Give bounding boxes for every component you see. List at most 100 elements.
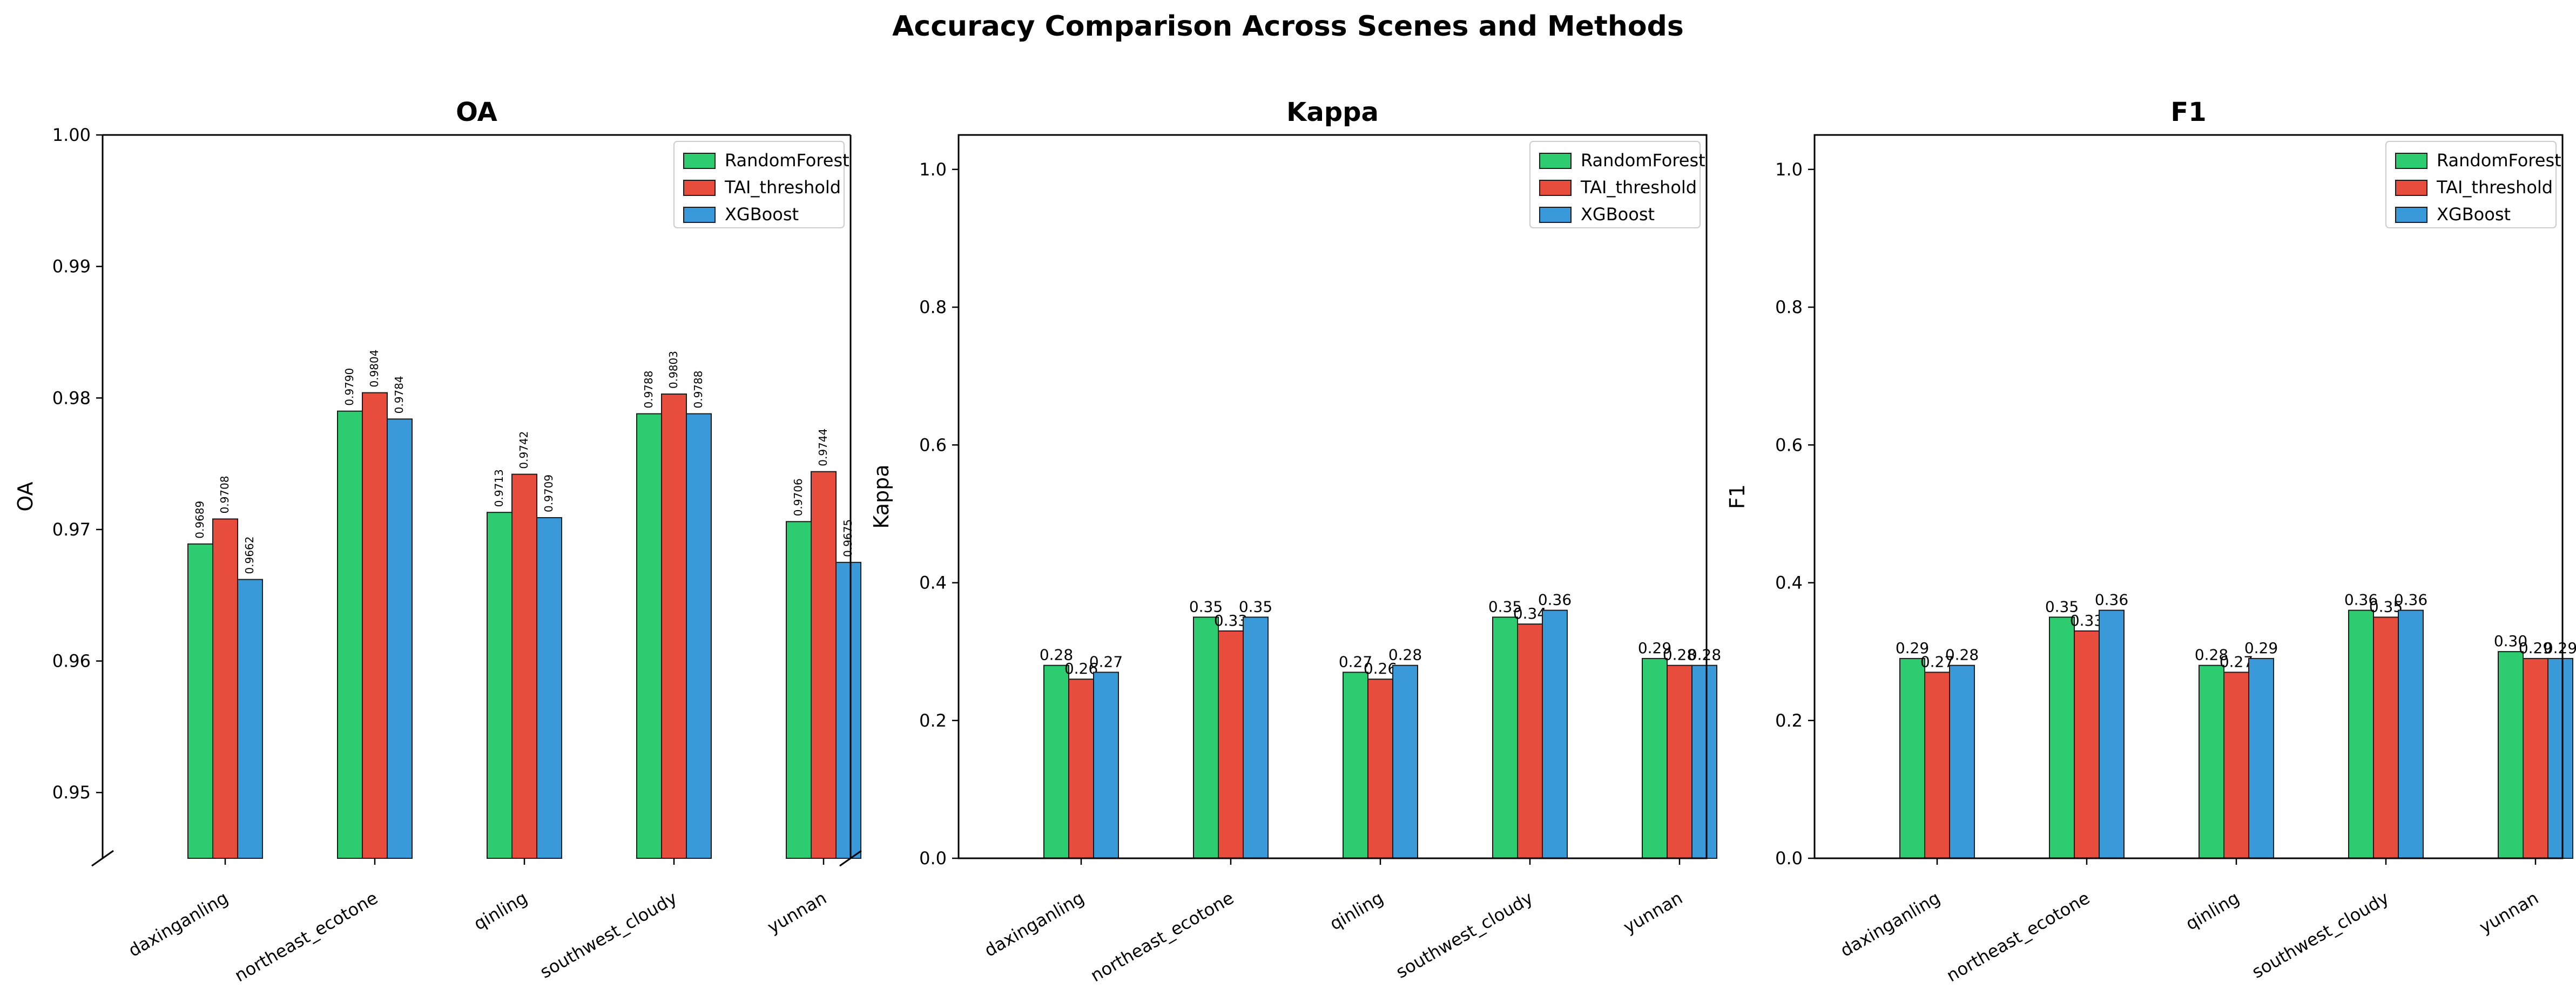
legend-swatch-RandomForest xyxy=(683,153,716,169)
bar-yunnan-TAI_threshold xyxy=(1667,664,1692,859)
bar-northeast_ecotone-RandomForest xyxy=(337,410,363,859)
data-label-yunnan-XGBoost: 0.9675 xyxy=(841,519,854,557)
panel-title: F1 xyxy=(2170,97,2206,127)
bar-yunnan-RandomForest xyxy=(1642,657,1668,859)
data-label-yunnan-RandomForest: 0.29 xyxy=(1638,639,1671,657)
data-label-qinling-RandomForest: 0.9713 xyxy=(493,469,505,507)
bar-daxinganling-TAI_threshold xyxy=(1068,679,1094,859)
data-label-yunnan-RandomForest: 0.9706 xyxy=(792,478,805,516)
y-tick-label: 0.2 xyxy=(1775,710,1803,731)
chart-panels: 0.9689 0.9708 0.9662 daxinganling 0.9790 0.98… xyxy=(14,97,2576,986)
y-axis-label: Kappa xyxy=(869,464,893,528)
x-tick-label-daxinganling: daxinganling xyxy=(1837,887,1944,961)
legend-swatch-TAI_threshold xyxy=(2395,180,2427,196)
legend-label-RandomForest: RandomForest xyxy=(2437,150,2561,171)
bar-daxinganling-RandomForest xyxy=(1043,664,1069,859)
bar-southwest_cloudy-XGBoost xyxy=(1542,609,1568,859)
bar-northeast_ecotone-RandomForest xyxy=(1193,616,1219,859)
chart-panel-kappa: 0.280.260.27daxinganling0.350.330.35nort… xyxy=(869,97,1721,986)
y-tick-label: 1.00 xyxy=(52,125,91,145)
x-tick-label-qinling: qinling xyxy=(470,887,531,934)
data-label-northeast_ecotone-RandomForest: 0.35 xyxy=(2045,598,2079,615)
legend-box xyxy=(1529,141,1701,228)
data-label-daxinganling-TAI_threshold: 0.9708 xyxy=(218,476,231,513)
data-label-northeast_ecotone-TAI_threshold: 0.9804 xyxy=(368,350,381,388)
bar-northeast_ecotone-TAI_threshold xyxy=(362,392,388,859)
bar-southwest_cloudy-RandomForest xyxy=(2348,609,2374,859)
x-tick-label-qinling: qinling xyxy=(1326,887,1387,934)
y-tick-label: 0.2 xyxy=(919,710,947,731)
x-tick-label-yunnan: yunnan xyxy=(2476,887,2542,938)
bar-yunnan-XGBoost xyxy=(835,561,861,859)
legend-label-TAI_threshold: TAI_threshold xyxy=(1580,177,1697,198)
bar-qinling-TAI_threshold xyxy=(1367,679,1393,859)
legend-label-TAI_threshold: TAI_threshold xyxy=(2436,177,2553,198)
x-tick-label-daxinganling: daxinganling xyxy=(981,887,1088,961)
bar-northeast_ecotone-XGBoost xyxy=(2099,609,2125,859)
bar-daxinganling-TAI_threshold xyxy=(1924,672,1950,859)
bar-qinling-TAI_threshold xyxy=(511,473,537,859)
axes-frame xyxy=(1813,134,2564,859)
x-tick-label-yunnan: yunnan xyxy=(1620,887,1686,938)
data-label-southwest_cloudy-XGBoost: 0.36 xyxy=(2394,591,2427,609)
data-label-southwest_cloudy-RandomForest: 0.36 xyxy=(2344,591,2378,609)
x-tick-label-northeast_ecotone: northeast_ecotone xyxy=(1087,887,1237,986)
data-label-qinling-XGBoost: 0.29 xyxy=(2244,639,2278,657)
y-tick-label: 0.4 xyxy=(919,573,947,593)
data-label-northeast_ecotone-XGBoost: 0.35 xyxy=(1239,598,1272,615)
x-tick-label-daxinganling: daxinganling xyxy=(125,887,232,961)
y-tick-label: 0.0 xyxy=(1775,848,1803,869)
bar-northeast_ecotone-TAI_threshold xyxy=(1218,630,1244,859)
legend-label-TAI_threshold: TAI_threshold xyxy=(724,177,841,198)
x-tick-label-yunnan: yunnan xyxy=(764,887,830,938)
bar-qinling-RandomForest xyxy=(2199,664,2224,859)
axes-frame xyxy=(957,134,1708,859)
bar-qinling-XGBoost xyxy=(536,517,562,859)
bar-yunnan-XGBoost xyxy=(1691,664,1717,859)
data-label-northeast_ecotone-XGBoost: 0.36 xyxy=(2095,591,2128,609)
legend-swatch-XGBoost xyxy=(1539,207,1572,223)
legend-swatch-TAI_threshold xyxy=(1539,180,1572,196)
axis-break-mark-left xyxy=(91,850,114,867)
x-tick-label-northeast_ecotone: northeast_ecotone xyxy=(231,887,381,986)
bar-northeast_ecotone-RandomForest xyxy=(2049,616,2075,859)
figure-title: Accuracy Comparison Across Scenes and Me… xyxy=(892,10,1684,43)
bar-qinling-XGBoost xyxy=(2248,657,2274,859)
y-tick-label: 0.98 xyxy=(52,388,91,408)
legend-swatch-XGBoost xyxy=(683,207,716,223)
legend: RandomForest TAI_threshold XGBoost xyxy=(2385,141,2561,228)
y-axis-label: OA xyxy=(14,482,37,511)
legend-box xyxy=(2385,141,2557,228)
data-label-daxinganling-XGBoost: 0.27 xyxy=(1089,653,1123,670)
bar-southwest_cloudy-XGBoost xyxy=(686,413,712,859)
legend-swatch-RandomForest xyxy=(2395,153,2427,169)
data-label-daxinganling-XGBoost: 0.9662 xyxy=(243,537,256,574)
data-label-qinling-TAI_threshold: 0.9742 xyxy=(517,431,530,469)
bar-daxinganling-XGBoost xyxy=(1949,664,1975,859)
legend-label-RandomForest: RandomForest xyxy=(1581,150,1705,171)
bar-yunnan-TAI_threshold xyxy=(811,471,837,859)
bar-qinling-TAI_threshold xyxy=(2223,672,2249,859)
data-label-qinling-RandomForest: 0.27 xyxy=(1339,653,1372,670)
y-tick-label: 0.4 xyxy=(1775,573,1803,593)
legend-swatch-TAI_threshold xyxy=(683,180,716,196)
data-label-southwest_cloudy-TAI_threshold: 0.9803 xyxy=(667,351,680,389)
bar-southwest_cloudy-TAI_threshold xyxy=(661,393,687,859)
legend: RandomForest TAI_threshold XGBoost xyxy=(1529,141,1705,228)
bar-qinling-XGBoost xyxy=(1392,664,1418,859)
chart-panel-oa: 0.9689 0.9708 0.9662 daxinganling 0.9790 0.98… xyxy=(14,97,862,986)
legend: RandomForest TAI_threshold XGBoost xyxy=(673,141,849,228)
x-tick-label-qinling: qinling xyxy=(2182,887,2243,934)
x-tick-label-southwest_cloudy: southwest_cloudy xyxy=(2248,887,2392,982)
y-tick-label: 0.97 xyxy=(52,519,91,540)
bar-yunnan-TAI_threshold xyxy=(2523,657,2548,859)
data-label-daxinganling-RandomForest: 0.29 xyxy=(1896,639,1929,657)
y-tick-label: 1.0 xyxy=(1775,159,1803,180)
bar-northeast_ecotone-XGBoost xyxy=(387,418,413,859)
legend-label-XGBoost: XGBoost xyxy=(2437,204,2511,225)
y-tick-label: 0.6 xyxy=(919,435,947,455)
bar-yunnan-RandomForest xyxy=(2498,651,2524,859)
y-tick-label: 0.8 xyxy=(919,297,947,317)
data-label-yunnan-RandomForest: 0.30 xyxy=(2494,632,2527,650)
